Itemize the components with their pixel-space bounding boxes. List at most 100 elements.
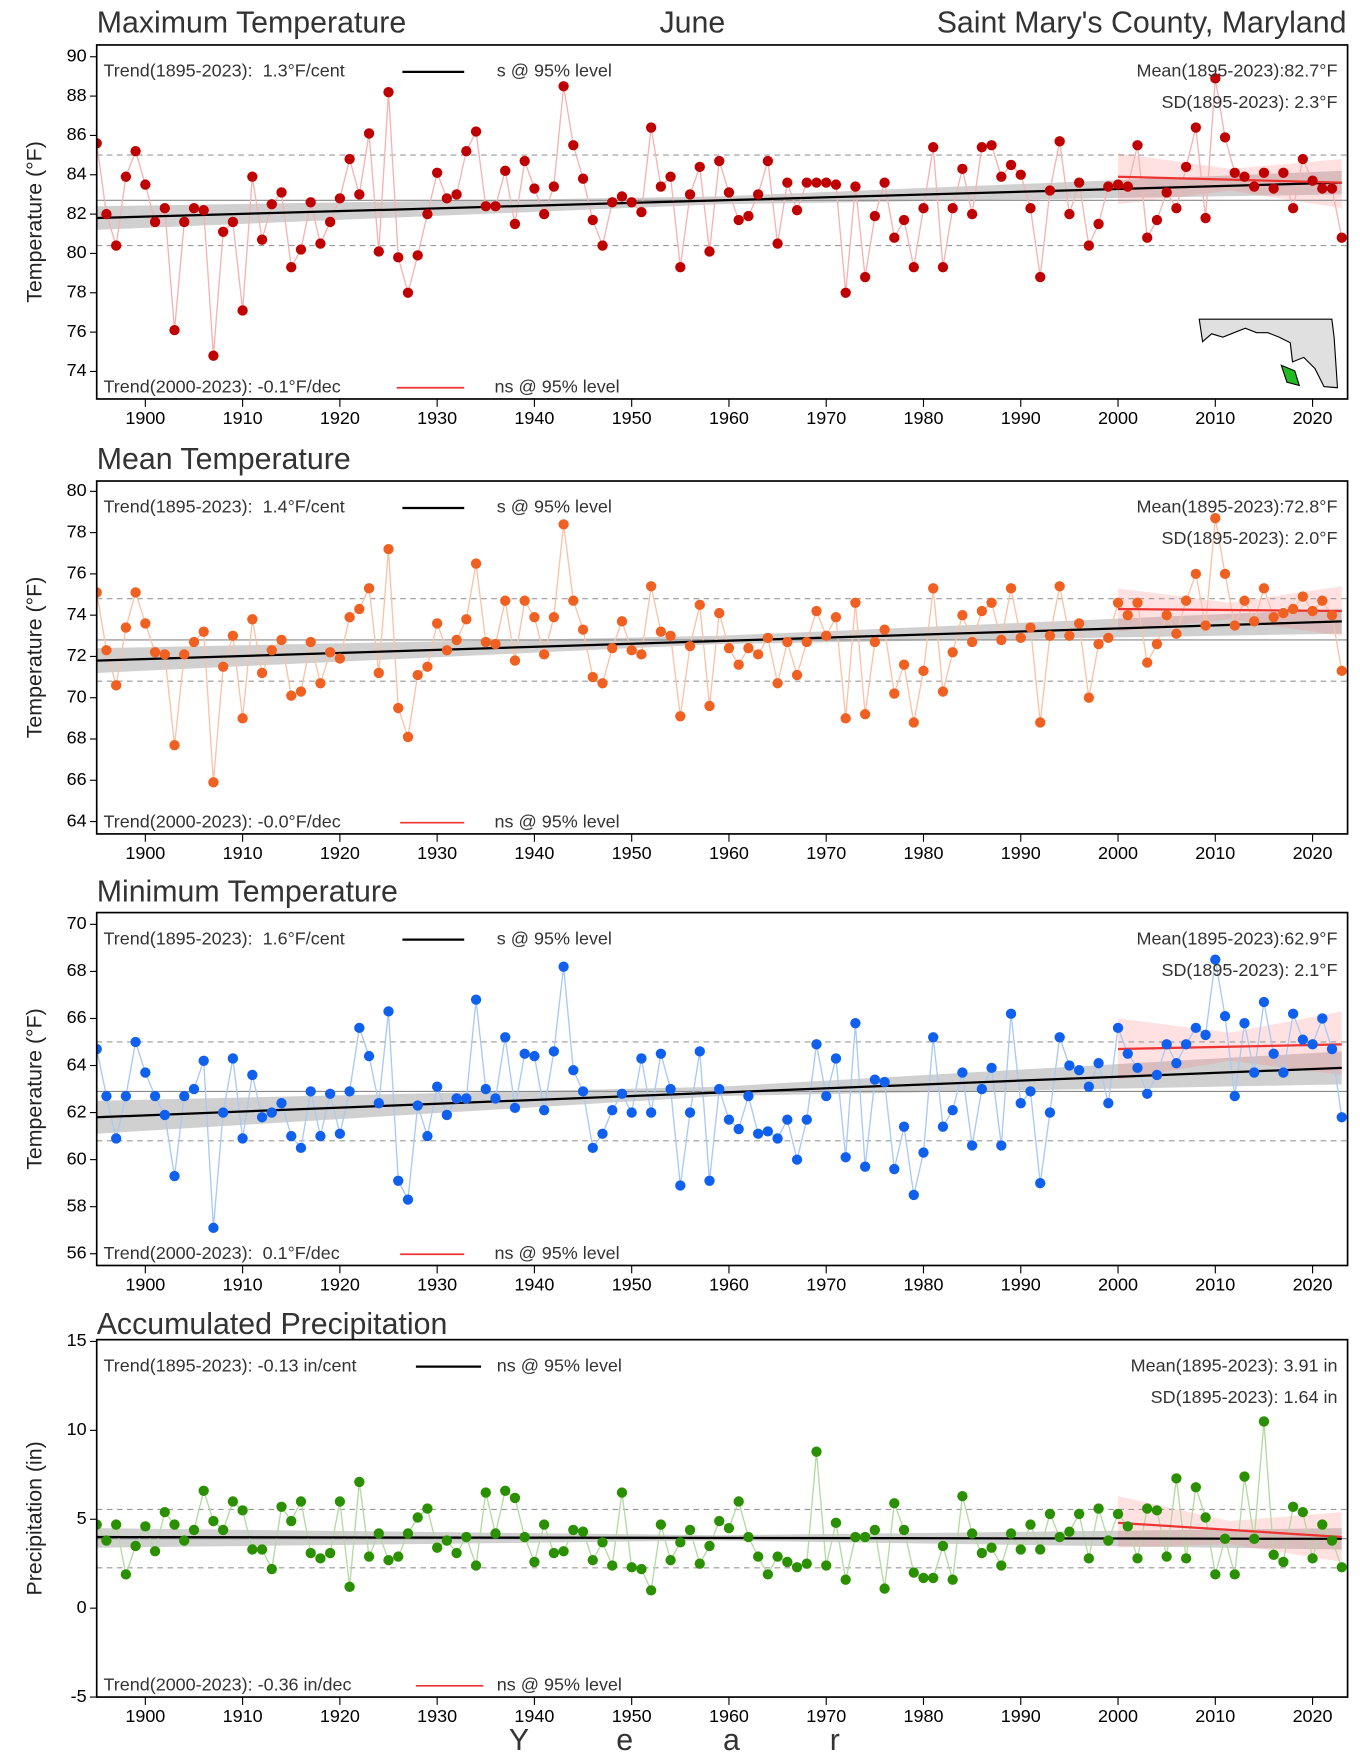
data-point [1249, 1067, 1260, 1078]
data-point [373, 1097, 384, 1109]
data-point [597, 1128, 608, 1139]
data-point [276, 1501, 287, 1512]
data-point [480, 201, 491, 212]
x-tick-label: 1970 [806, 408, 846, 428]
data-point [256, 667, 268, 679]
data-point [1005, 1528, 1017, 1539]
y-tick-label: 5 [77, 1508, 87, 1528]
data-point [1142, 657, 1153, 668]
data-point [334, 653, 346, 664]
data-point [1336, 665, 1347, 677]
data-point [616, 191, 628, 202]
data-point [227, 630, 239, 641]
data-point [286, 1130, 297, 1142]
data-point [577, 624, 589, 635]
data-point [947, 647, 958, 658]
x-tick-label: 1940 [514, 1274, 554, 1294]
data-point [811, 1446, 822, 1457]
data-point [1035, 271, 1046, 283]
data-point [1326, 1043, 1338, 1055]
data-point [179, 649, 190, 660]
data-point [1122, 181, 1133, 192]
data-point [1025, 203, 1036, 214]
y-tick-label: 68 [67, 728, 87, 748]
data-point [110, 1133, 122, 1144]
data-point [850, 597, 861, 608]
y-tick-label: 74 [67, 360, 87, 380]
x-tick-label: 1940 [514, 843, 554, 863]
data-point [441, 193, 453, 204]
data-point [344, 1581, 355, 1592]
trend-line [96, 181, 1342, 220]
data-point [645, 122, 657, 133]
sd-annotation: SD(1895-2023): 2.1°F [1161, 960, 1337, 980]
data-point [607, 197, 618, 208]
data-point [276, 1097, 287, 1109]
data-point [344, 612, 355, 623]
data-point [558, 519, 569, 530]
plot-area [96, 73, 1348, 361]
data-point [762, 155, 774, 167]
data-point [568, 1065, 579, 1076]
data-point [791, 1562, 803, 1573]
data-point [772, 238, 783, 249]
data-point [217, 1107, 229, 1118]
data-point [334, 1128, 346, 1139]
data-point [1268, 183, 1279, 194]
data-point [402, 1194, 414, 1205]
data-point [470, 558, 482, 569]
mean-annotation: Mean(1895-2023): 3.91 in [1131, 1355, 1338, 1375]
trend-significance: ns @ 95% level [497, 1355, 622, 1375]
y-axis-label: Precipitation (in) [23, 1441, 47, 1595]
data-point [1210, 73, 1221, 84]
x-tick-label: 1930 [417, 1274, 457, 1294]
data-point [704, 700, 715, 712]
trend-annotation: Trend(1895-2023): 1.4°F/cent [103, 497, 344, 517]
data-point [1073, 618, 1085, 629]
data-point [461, 614, 472, 625]
data-point [422, 1130, 433, 1142]
data-point [509, 1102, 521, 1114]
x-tick-label: 1980 [904, 1274, 944, 1294]
maryland-outline [1198, 318, 1339, 389]
x-tick-label: 1920 [320, 408, 360, 428]
data-point [305, 1547, 316, 1559]
data-point [1103, 1535, 1114, 1546]
data-point [1161, 609, 1172, 621]
plot-area [96, 954, 1348, 1234]
data-point [1112, 597, 1124, 608]
data-point [1112, 179, 1124, 190]
data-point [1103, 632, 1114, 644]
data-point [1112, 1022, 1124, 1034]
recent-trend-annotation: Trend(2000-2023): 0.1°F/dec [103, 1243, 339, 1263]
data-point [247, 1069, 258, 1081]
data-point [217, 1524, 229, 1536]
sd-annotation: SD(1895-2023): 2.3°F [1161, 92, 1337, 112]
data-point [383, 543, 394, 555]
data-point [266, 1563, 277, 1575]
data-point [918, 203, 929, 214]
data-point [227, 1053, 239, 1064]
data-point [1093, 218, 1104, 230]
x-tick-label: 2020 [1293, 1706, 1333, 1726]
data-point [315, 678, 326, 689]
data-point [928, 1572, 939, 1584]
data-point [130, 1540, 141, 1552]
y-tick-label: 82 [67, 203, 87, 223]
data-point [879, 177, 890, 188]
data-point [801, 1558, 812, 1569]
data-point [587, 671, 598, 683]
data-point [1151, 638, 1163, 650]
data-point [198, 1485, 209, 1496]
data-point [1015, 1544, 1026, 1555]
data-point [1132, 140, 1143, 151]
panel-title: Accumulated Precipitation [97, 1308, 448, 1341]
x-tick-label: 2000 [1098, 843, 1138, 863]
data-point [354, 189, 365, 200]
x-tick-label: 1980 [904, 408, 944, 428]
data-point [655, 1048, 667, 1059]
data-point [1307, 605, 1318, 617]
data-point [1229, 167, 1240, 178]
data-point [373, 667, 384, 679]
data-point [821, 630, 832, 641]
